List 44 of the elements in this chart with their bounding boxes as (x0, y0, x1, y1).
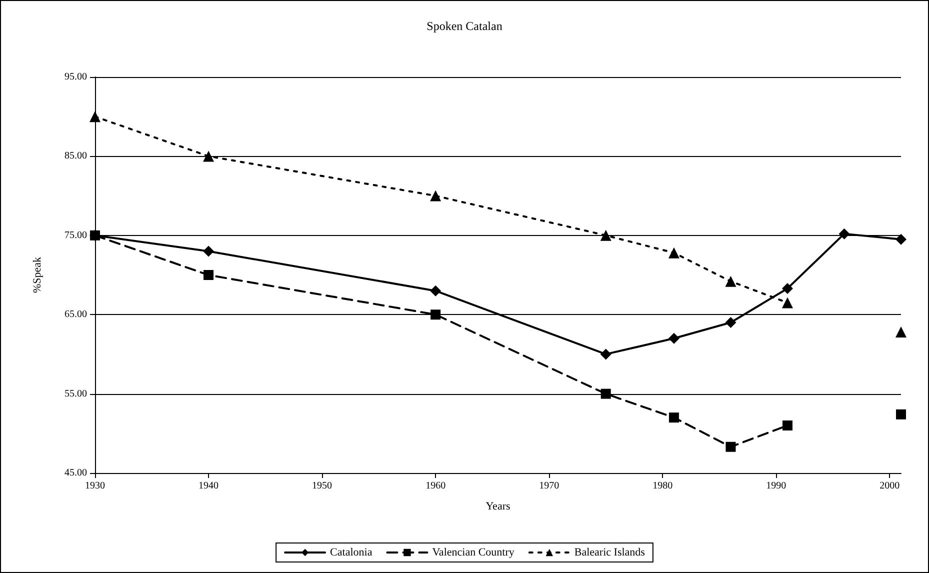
point (725, 317, 736, 328)
x-tick-label: 1970 (539, 480, 560, 492)
legend-label: Catalonia (330, 546, 372, 558)
y-tick-label: 55.00 (64, 388, 87, 400)
chart-title: Spoken Catalan (426, 19, 502, 33)
point (896, 326, 906, 338)
x-axis-title: Years (486, 500, 510, 512)
x-tick-label: 1980 (652, 480, 673, 492)
x-tick-label: 1990 (766, 480, 786, 492)
point (782, 297, 793, 308)
point (782, 282, 793, 294)
x-tick-label: 1960 (426, 480, 446, 492)
x-tick-label: 1950 (312, 480, 332, 492)
point (896, 234, 906, 245)
point (203, 150, 214, 162)
point (90, 111, 100, 122)
point (782, 420, 792, 430)
y-tick-label: 85.00 (64, 150, 87, 162)
y-tick-label: 65.00 (64, 309, 87, 320)
point (896, 409, 906, 420)
x-tick-label: 1940 (198, 480, 219, 492)
point (726, 442, 736, 452)
point (204, 270, 214, 280)
point (430, 285, 442, 296)
y-tick-label: 75.00 (64, 230, 87, 241)
point (600, 230, 612, 241)
y-tick-label: 95.00 (64, 72, 87, 82)
point (203, 246, 214, 257)
point (668, 412, 679, 423)
point (600, 388, 611, 399)
point (668, 332, 680, 344)
point (838, 228, 850, 240)
point (600, 348, 612, 360)
point (430, 310, 441, 320)
point (430, 190, 442, 202)
y-axis-title: %Speak (32, 256, 44, 294)
legend-label: Balearic Islands (574, 546, 645, 558)
x-tick-label: 1930 (85, 480, 105, 492)
y-tick-label: 45.00 (64, 468, 87, 478)
legend-label: Valencian Country (432, 546, 515, 558)
point (668, 247, 680, 258)
point (725, 276, 736, 287)
x-tick-label: 2000 (880, 480, 900, 492)
point (90, 230, 100, 240)
